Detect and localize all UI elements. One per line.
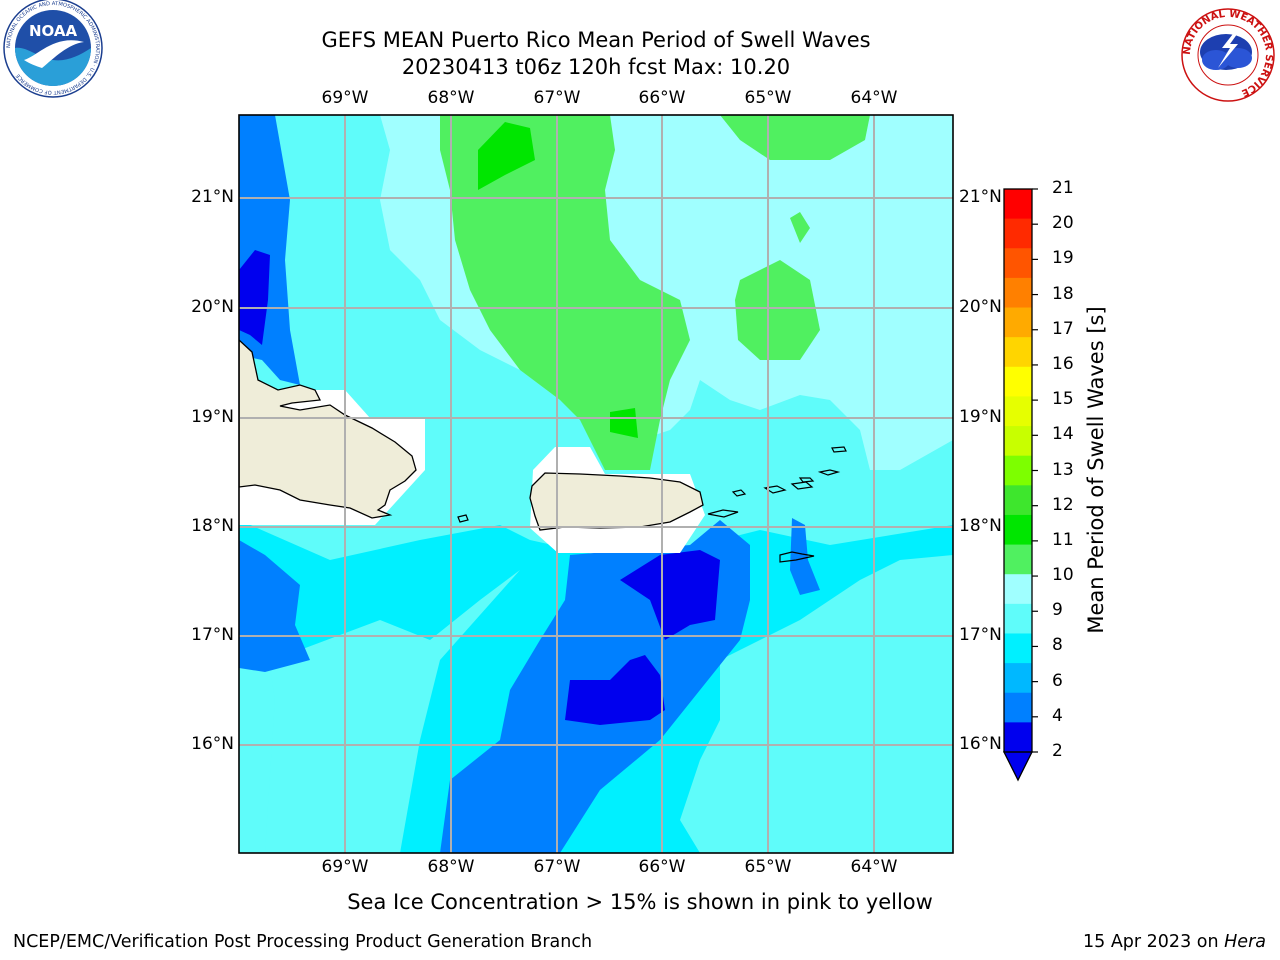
- colorbar-tick-label: 21: [1052, 178, 1074, 198]
- lon-tick-bottom: 65°W: [744, 857, 792, 877]
- colorbar-swatch: [1004, 426, 1032, 457]
- colorbar-swatch: [1004, 366, 1032, 397]
- lon-tick-top: 69°W: [321, 88, 369, 108]
- colorbar-tick-label: 10: [1052, 565, 1074, 586]
- colorbar-swatch: [1004, 396, 1032, 427]
- lat-tick-left: 20°N: [191, 297, 234, 317]
- footer-credit: NCEP/EMC/Verification Post Processing Pr…: [13, 932, 593, 952]
- lon-tick-bottom: 66°W: [638, 857, 686, 877]
- lon-tick-top: 65°W: [744, 88, 792, 108]
- lat-tick-left: 17°N: [191, 625, 234, 645]
- colorbar-tick-label: 19: [1052, 248, 1074, 269]
- colorbar-tick-label: 12: [1052, 494, 1074, 515]
- colorbar-swatch: [1004, 189, 1032, 220]
- colorbar-swatch: [1004, 277, 1032, 309]
- contour-below-2-south2: [565, 655, 665, 725]
- footer-date: 15 Apr 2023 on Hera: [1083, 932, 1266, 952]
- colorbar-swatch: [1004, 692, 1032, 723]
- lat-tick-right: 19°N: [959, 407, 1002, 427]
- colorbar-swatch: [1004, 455, 1032, 486]
- colorbar-swatch: [1004, 544, 1032, 575]
- lat-tick-right: 21°N: [959, 187, 1002, 207]
- lat-tick-right: 18°N: [959, 516, 1002, 536]
- gridlines: [239, 115, 953, 853]
- contour-below-2-west: [239, 250, 270, 345]
- colorbar-tick-label: 13: [1052, 459, 1074, 480]
- footer-machine: Hera: [1224, 932, 1266, 952]
- colorbar-swatch: [1004, 248, 1032, 279]
- lon-tick-top: 64°W: [850, 88, 898, 108]
- land-hispaniola: [239, 339, 417, 519]
- colorbar-tick-label: 6: [1052, 670, 1063, 691]
- land-puerto-rico: [529, 472, 704, 531]
- contour-10-11: [478, 122, 535, 190]
- lon-tick-bottom: 64°W: [850, 857, 898, 877]
- colorbar-swatch: [1004, 722, 1032, 753]
- lat-tick-right: 16°N: [959, 734, 1002, 754]
- lat-tick-left: 19°N: [191, 407, 234, 427]
- contour-below-2-south: [620, 550, 720, 640]
- map-frame: [238, 114, 954, 854]
- lon-tick-top: 68°W: [427, 88, 475, 108]
- swell-period-map: [239, 115, 953, 853]
- lon-tick-bottom: 68°W: [427, 857, 475, 877]
- nws-logo: NATIONAL WEATHER SERVICE: [1181, 8, 1275, 102]
- colorbar-tick-label: 11: [1052, 529, 1074, 550]
- lat-tick-left: 18°N: [191, 516, 234, 536]
- noaa-logo: NATIONAL OCEANIC AND ATMOSPHERIC ADMINIS…: [3, 0, 103, 98]
- contour-9-10-patch: [790, 212, 810, 243]
- colorbar-tick-label: 8: [1052, 635, 1063, 656]
- noaa-logo-text: NOAA: [29, 22, 78, 40]
- lat-tick-left: 21°N: [191, 187, 234, 207]
- lon-tick-bottom: 69°W: [321, 857, 369, 877]
- colorbar-tick-label: 16: [1052, 353, 1074, 374]
- contour-2-4-southwest: [239, 540, 310, 672]
- lat-tick-left: 16°N: [191, 734, 234, 754]
- colorbar-swatch: [1004, 514, 1032, 546]
- contour-9-10-east2: [735, 260, 820, 360]
- lon-tick-bottom: 67°W: [533, 857, 581, 877]
- contour-9-10-north: [440, 115, 690, 470]
- colorbar-tick-label: 20: [1052, 213, 1074, 234]
- chart-title: GEFS MEAN Puerto Rico Mean Period of Swe…: [321, 28, 871, 52]
- colorbar-tick-label: 18: [1052, 283, 1074, 304]
- small-islands: [457, 446, 847, 563]
- sea-ice-caption: Sea Ice Concentration > 15% is shown in …: [347, 890, 933, 914]
- colorbar-tick-label: 4: [1052, 705, 1063, 726]
- colorbar-swatch: [1004, 633, 1032, 664]
- colorbar-label: Mean Period of Swell Waves [s]: [1084, 306, 1108, 634]
- lon-tick-top: 67°W: [533, 88, 581, 108]
- colorbar-tick-label: 2: [1052, 741, 1063, 761]
- colorbar-extend-arrow: [1002, 751, 1034, 782]
- colorbar-swatch: [1004, 485, 1032, 516]
- contour-6-8-southeast: [680, 555, 953, 853]
- lat-tick-right: 20°N: [959, 297, 1002, 317]
- colorbar-swatch: [1004, 574, 1032, 605]
- colorbar: [1002, 188, 1038, 782]
- lat-tick-right: 17°N: [959, 625, 1002, 645]
- footer-date-text: 15 Apr 2023 on: [1083, 932, 1225, 952]
- contour-6-8-south: [239, 570, 520, 853]
- colorbar-tick-label: 17: [1052, 318, 1074, 339]
- colorbar-swatch: [1004, 337, 1032, 368]
- colorbar-swatch: [1004, 307, 1032, 338]
- lon-tick-top: 66°W: [638, 88, 686, 108]
- contour-2-4-east-patch: [790, 518, 820, 595]
- colorbar-tick-label: 9: [1052, 600, 1063, 621]
- colorbar-swatch: [1004, 603, 1032, 634]
- chart-subtitle: 20230413 t06z 120h fcst Max: 10.20: [401, 55, 791, 79]
- contour-10-11-b: [610, 408, 638, 438]
- colorbar-tick-label: 14: [1052, 424, 1074, 445]
- contour-9-10-east: [720, 115, 870, 160]
- colorbar-tick-label: 15: [1052, 389, 1074, 410]
- colorbar-swatch: [1004, 218, 1032, 249]
- colorbar-swatch: [1004, 663, 1032, 694]
